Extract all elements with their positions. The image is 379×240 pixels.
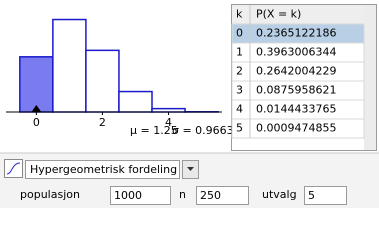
k-cell: 3	[236, 84, 243, 97]
bar	[151, 107, 186, 113]
table-header	[232, 5, 364, 24]
header-k: k	[236, 8, 243, 21]
parameter-input[interactable]	[196, 186, 249, 205]
x-tick-label: 0	[33, 116, 40, 129]
bar	[85, 49, 120, 113]
dropdown-arrow	[187, 167, 194, 171]
sd-label: σ = 0.96631	[172, 124, 241, 137]
parameter-label: utvalg	[262, 188, 297, 201]
scrollbar[interactable]	[364, 5, 376, 150]
k-cell: 4	[236, 103, 243, 116]
bar	[52, 18, 87, 113]
p-cell: 0.2642004229	[256, 65, 336, 78]
parameter-label: populasjon	[20, 188, 80, 201]
app: Hypergeometrisk fordeling 0 2 4μ = 1.25σ =…	[0, 4, 379, 208]
distribution-label: Hypergeometrisk fordeling	[30, 163, 177, 176]
parameter-label: n	[179, 188, 186, 201]
mean-label: μ = 1.25	[130, 124, 178, 137]
p-cell: 0.0875958621	[256, 84, 336, 97]
parameter-value: 1000	[114, 189, 142, 202]
header-p: P(X = k)	[256, 8, 301, 21]
parameter-input[interactable]	[110, 186, 171, 205]
p-cell: 0.3963006344	[256, 46, 336, 59]
x-tick-label: 4	[165, 116, 172, 129]
p-cell: 0.0144433765	[256, 103, 336, 116]
x-tick-label: 2	[99, 116, 106, 129]
k-cell: 2	[236, 65, 243, 78]
parameter-value: 250	[200, 189, 221, 202]
parameter-input[interactable]	[304, 186, 347, 205]
distribution-dropdown[interactable]	[25, 160, 180, 179]
graph-icon[interactable]	[4, 159, 23, 178]
p-cell: 0.0009474855	[256, 122, 336, 135]
k-cell: 1	[236, 46, 243, 59]
selection-marker	[31, 105, 42, 112]
table-row[interactable]	[231, 118, 365, 139]
k-cell: 5	[236, 122, 243, 135]
parameter-value: 5	[308, 189, 315, 202]
bar	[118, 90, 153, 113]
icon-curve	[6, 162, 21, 175]
bar	[19, 56, 54, 113]
p-cell: 0.2365122186	[256, 27, 336, 40]
k-cell: 0	[236, 27, 243, 40]
